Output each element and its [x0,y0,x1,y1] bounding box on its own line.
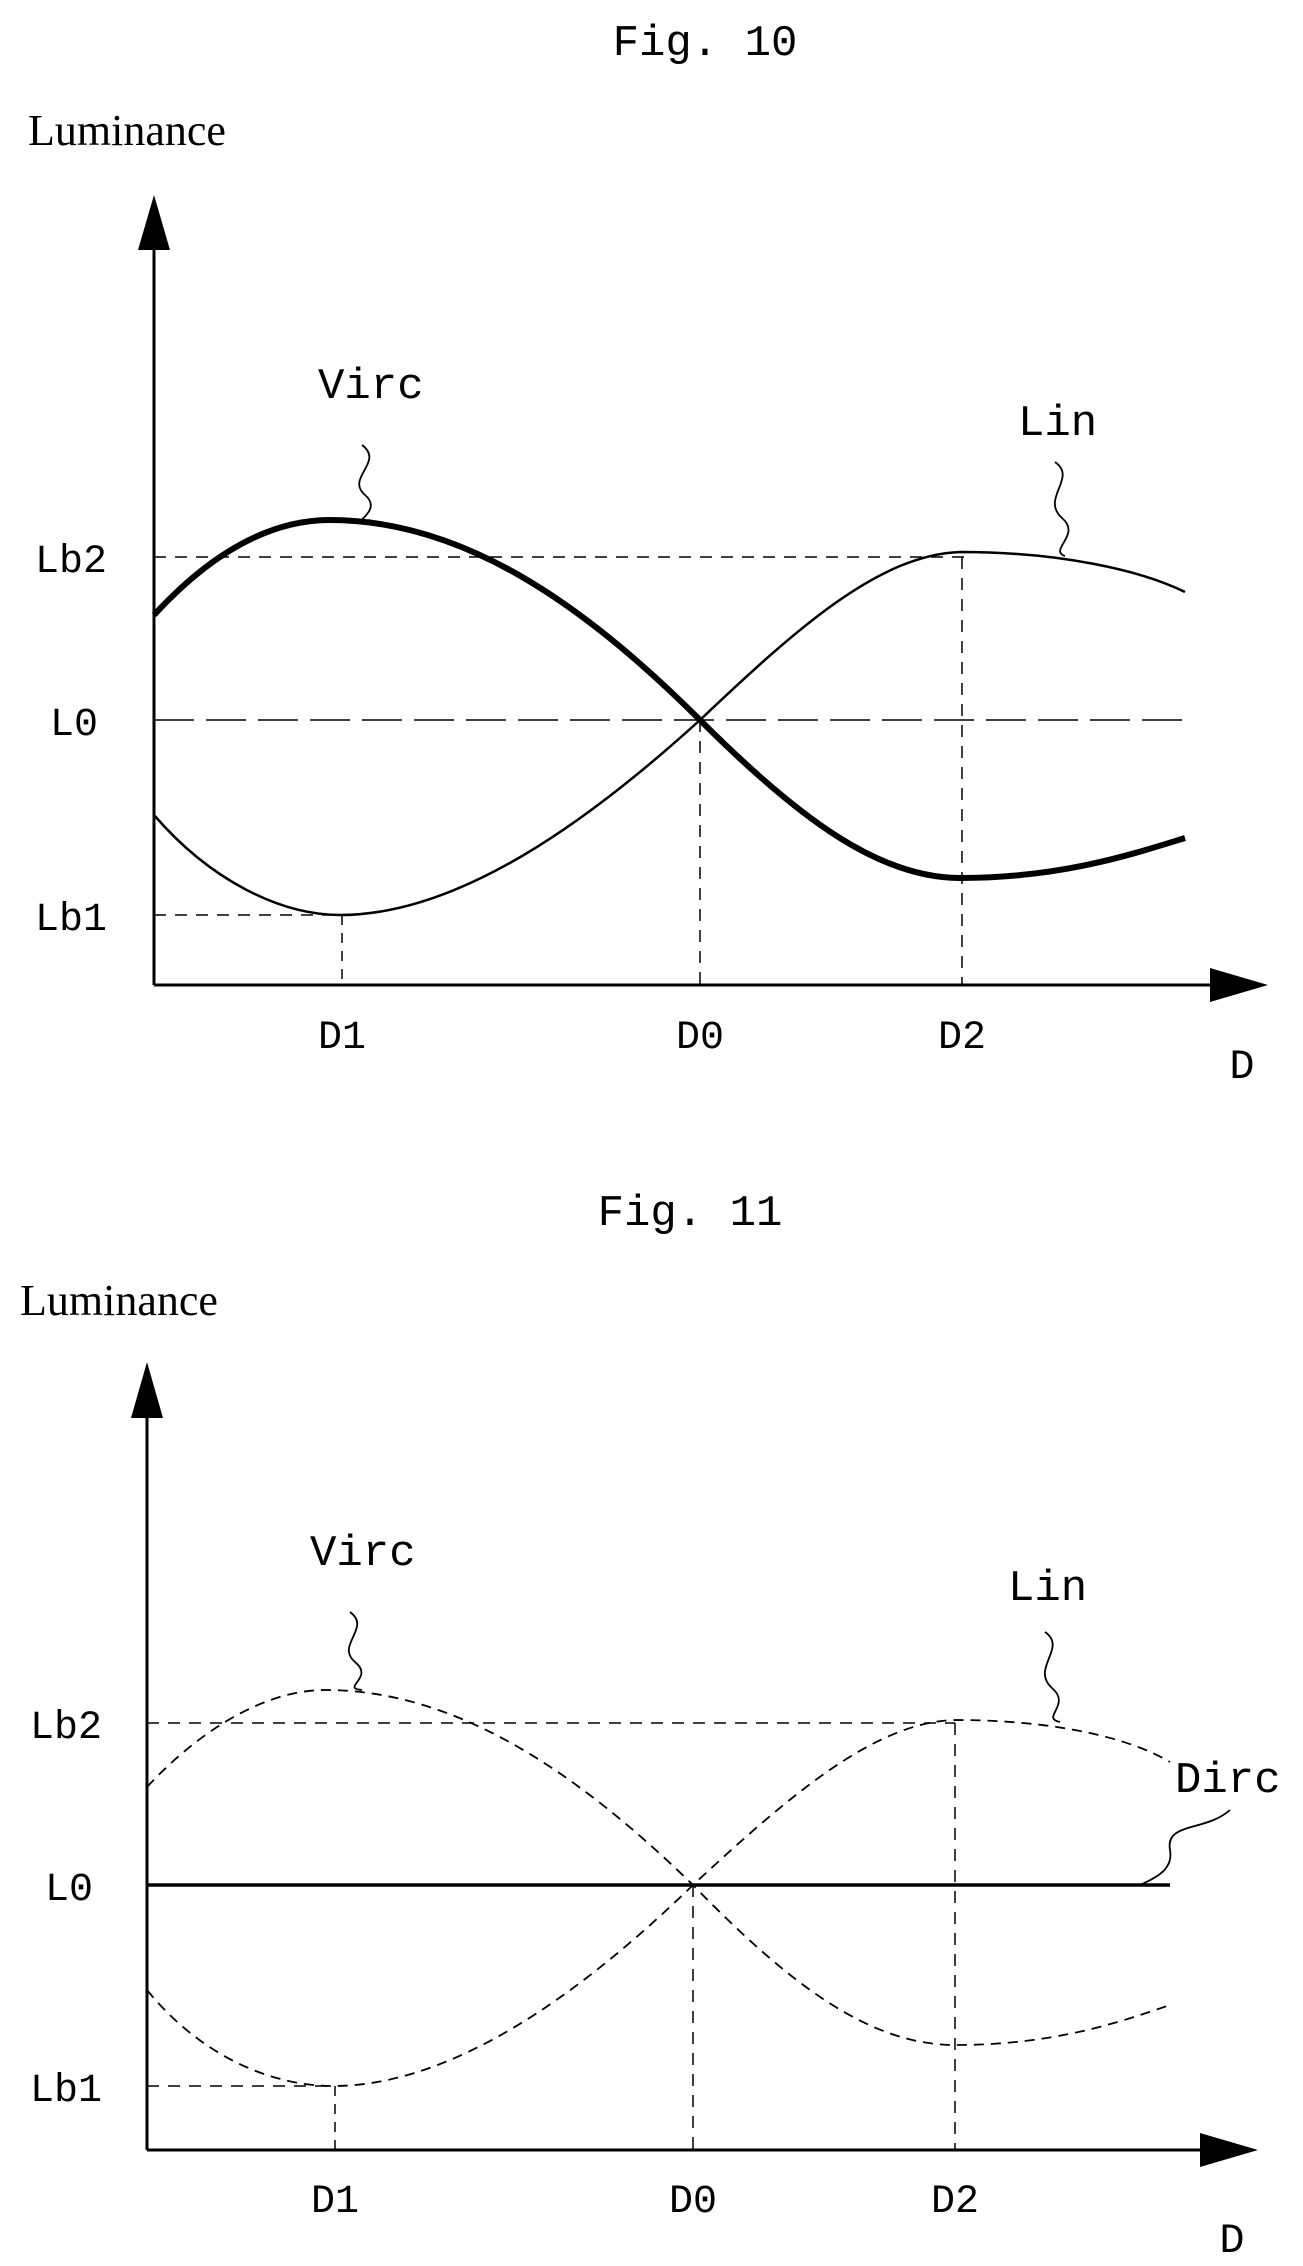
fig11-lin-curve [146,1719,1171,2087]
fig10-x-tick-d2: D2 [938,1016,986,1061]
fig11-dirc-leader [1139,1809,1231,1886]
fig11-x-tick-d1: D1 [311,2180,359,2225]
fig11-virc-leader [348,1611,363,1691]
fig11-x-tick-d0: D0 [669,2180,717,2225]
fig11-title: Fig. 11 [598,1189,783,1239]
fig11-x-tick-d2: D2 [931,2180,979,2225]
fig11-y-tick-lb2: Lb2 [30,1706,102,1751]
fig11-dirc-label: Dirc [1175,1756,1281,1806]
figure-10: Fig. 10 Luminance Virc Lin Lb2 L0 Lb1 D1… [28,19,1268,1091]
fig10-virc-label: Virc [318,362,424,412]
fig11-virc-label: Virc [310,1529,416,1579]
fig11-y-tick-lb1: Lb1 [30,2069,102,2114]
fig11-lin-label: Lin [1008,1564,1087,1614]
fig10-virc-curve [151,516,1186,882]
fig10-y-tick-lb1: Lb1 [35,898,107,943]
fig11-y-axis-arrow [131,1362,163,1418]
fig10-lin-label: Lin [1018,399,1097,449]
fig10-x-tick-d1: D1 [318,1016,366,1061]
fig10-virc-leader [358,444,372,522]
figure-11: Fig. 11 Luminance Virc Lin Dirc Lb2 L0 L… [20,1189,1281,2265]
fig10-lin-curve [153,550,1186,917]
fig10-x-tick-d0: D0 [676,1016,724,1061]
fig10-title: Fig. 10 [613,19,798,69]
fig10-y-axis-label: Luminance [28,106,226,155]
fig10-lin-leader [1054,461,1070,557]
fig10-x-axis-label: D [1229,1043,1254,1091]
fig11-x-axis-label: D [1219,2217,1244,2265]
fig11-y-tick-l0: L0 [45,1868,93,1913]
fig11-y-axis-label: Luminance [20,1276,218,1325]
fig11-virc-curve [146,1689,1171,2046]
fig10-y-tick-lb2: Lb2 [35,540,107,585]
fig10-y-axis-arrow [138,195,170,250]
fig10-x-axis-arrow [1210,968,1268,1002]
fig11-lin-leader [1044,1631,1061,1723]
fig11-x-axis-arrow [1200,2133,1258,2167]
fig10-y-tick-l0: L0 [50,703,98,748]
